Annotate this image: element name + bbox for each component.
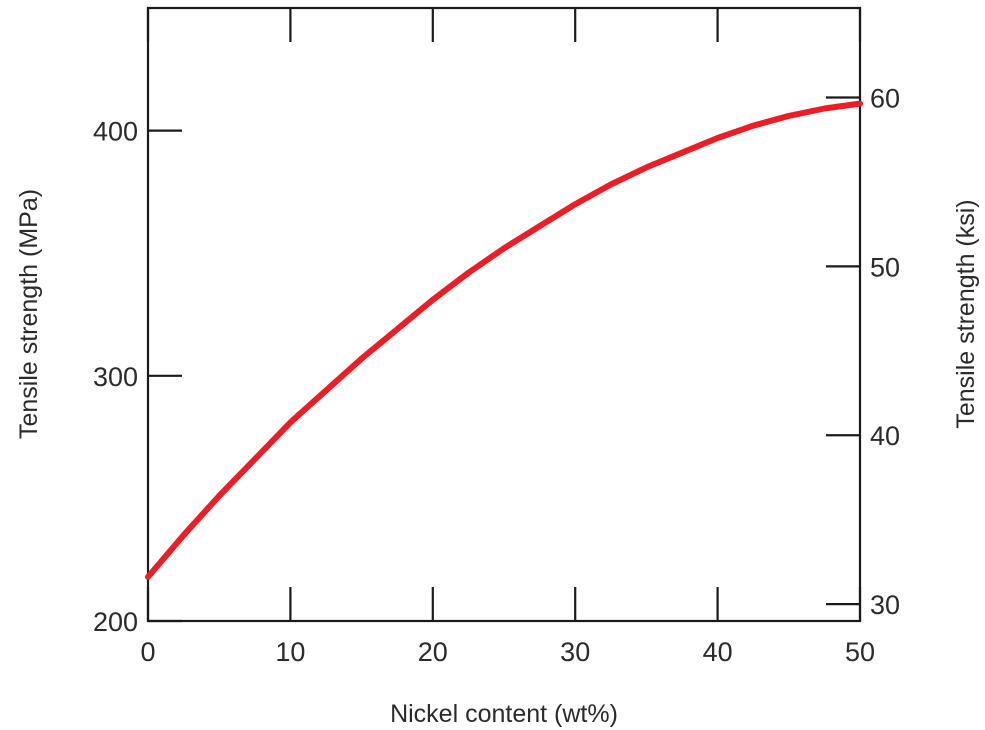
- x-tick-label: 10: [275, 637, 305, 667]
- x-tick-label: 40: [703, 637, 733, 667]
- y-tick-label-left: 400: [93, 117, 138, 147]
- y-tick-label-right: 60: [870, 84, 900, 114]
- tick-labels-layer: 0 10 20 30 40 50 200 300 400 30 40 50 60: [93, 84, 900, 667]
- series-line: [145, 100, 863, 580]
- plot-frame: [146, 6, 862, 623]
- y-tick-label-right: 30: [870, 590, 900, 620]
- y-axis-label-left: Tensile strength (MPa): [15, 189, 43, 439]
- y-tick-label-right: 50: [870, 252, 900, 282]
- x-tick-label: 20: [418, 637, 448, 667]
- x-axis-label: Nickel content (wt%): [390, 700, 618, 728]
- y-tick-label-right: 40: [870, 421, 900, 451]
- x-tick-label: 50: [845, 637, 875, 667]
- y-tick-label-left: 300: [93, 362, 138, 392]
- y-axis-label-right: Tensile strength (ksi): [952, 199, 980, 428]
- x-tick-label: 30: [560, 637, 590, 667]
- x-tick-label: 0: [140, 637, 155, 667]
- y-tick-label-left: 200: [93, 607, 138, 637]
- ticks-layer: [146, 8, 862, 623]
